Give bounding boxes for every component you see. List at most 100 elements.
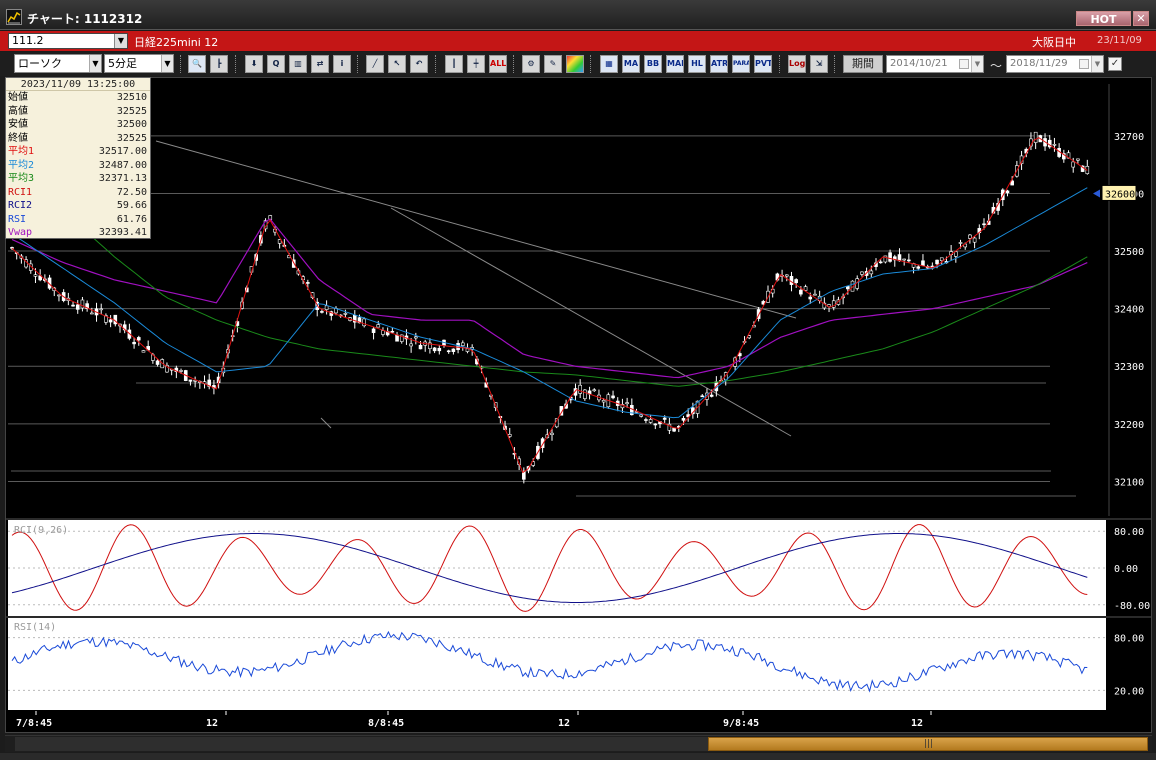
chevron-down-icon[interactable]: ▼ bbox=[971, 56, 983, 72]
candle-body bbox=[90, 312, 94, 315]
axes: 3270032600325003240032300322003210032600… bbox=[14, 132, 1150, 729]
interval-select[interactable]: 5分足 ▼ bbox=[104, 54, 174, 73]
scroll-thumb[interactable]: ||| bbox=[708, 737, 1148, 751]
indicator-button-mae[interactable]: MAE bbox=[666, 55, 684, 73]
candle-body bbox=[667, 423, 672, 431]
info-icon[interactable]: i bbox=[333, 55, 351, 73]
indicator-button-pvt[interactable]: PVT bbox=[754, 55, 772, 73]
candle-body bbox=[99, 308, 104, 311]
toolbar: ローソク ▼ 5分足 ▼ 🔍 ┣ ⬇ Q ▥ ⇄ i ╱ ↖ ↶ ┃ ┿ ALL… bbox=[0, 52, 1156, 76]
candle-body bbox=[972, 237, 977, 243]
date-from-input[interactable]: 2014/10/21 ▼ bbox=[886, 55, 984, 73]
period-button[interactable]: 期間 bbox=[843, 55, 883, 73]
color-palette-icon[interactable] bbox=[566, 55, 584, 73]
all-button[interactable]: ALL bbox=[489, 55, 507, 73]
candle-body bbox=[578, 384, 582, 394]
candle-body bbox=[939, 257, 944, 262]
data-window-row: RSI 61.76 bbox=[6, 213, 150, 227]
search-chart-icon[interactable]: Q bbox=[267, 55, 285, 73]
split-view-icon[interactable]: ┣ bbox=[210, 55, 228, 73]
hot-button[interactable]: HOT bbox=[1076, 11, 1131, 26]
data-window-label: RCI1 bbox=[8, 186, 33, 198]
candle-body bbox=[1076, 158, 1080, 161]
volume-icon[interactable]: ▦ bbox=[600, 55, 618, 73]
candle-body bbox=[644, 419, 648, 421]
panel-backgrounds bbox=[6, 78, 1151, 732]
candle-body bbox=[409, 343, 413, 347]
chart-canvas[interactable]: 3270032600325003240032300322003210032600… bbox=[6, 78, 1151, 732]
trendline bbox=[390, 207, 792, 437]
rci-tick-label: -80.00 bbox=[1114, 601, 1150, 612]
compare-icon[interactable]: ⇄ bbox=[311, 55, 329, 73]
indicator-button-atr[interactable]: ATR bbox=[710, 55, 728, 73]
rsi-panel-title: RSI(14) bbox=[14, 622, 56, 633]
data-window-row: 安値 32500 bbox=[6, 118, 150, 132]
symbol-name: 日経225mini 12 bbox=[134, 36, 219, 49]
apply-range-checkbox[interactable]: ✓ bbox=[1108, 57, 1122, 71]
candle-body bbox=[179, 370, 183, 372]
time-tick-label: 12 bbox=[558, 718, 570, 729]
time-tick-label: 8/8:45 bbox=[368, 718, 404, 729]
candle-hl-icon[interactable]: ┿ bbox=[467, 55, 485, 73]
candle-body bbox=[907, 259, 911, 262]
chart-type-select[interactable]: ローソク ▼ bbox=[14, 54, 102, 73]
candle-body bbox=[136, 337, 141, 341]
cursor-icon[interactable]: ↖ bbox=[388, 55, 406, 73]
current-price-arrow-icon bbox=[1093, 189, 1100, 198]
draw-line-icon[interactable]: ╱ bbox=[366, 55, 384, 73]
candle-body bbox=[432, 347, 437, 352]
date-to-input[interactable]: 2018/11/29 ▼ bbox=[1006, 55, 1104, 73]
chevron-down-icon[interactable]: ▼ bbox=[114, 34, 127, 48]
candle-icon[interactable]: ┃ bbox=[445, 55, 463, 73]
indicator-button-hl[interactable]: HL bbox=[688, 55, 706, 73]
candle-body bbox=[324, 305, 329, 310]
data-window-row: 平均3 32371.13 bbox=[6, 172, 150, 186]
chart-app-icon bbox=[6, 9, 22, 25]
candle-body bbox=[1052, 143, 1057, 146]
ma2-line bbox=[11, 187, 1088, 419]
price-tick-label: 32200 bbox=[1114, 420, 1144, 431]
candle-body bbox=[381, 330, 385, 335]
zoom-icon[interactable]: 🔍 bbox=[188, 55, 206, 73]
price-tick-label: 32500 bbox=[1114, 247, 1144, 258]
time-tick-label: 9/8:45 bbox=[723, 718, 759, 729]
bar-chart-icon[interactable]: ▥ bbox=[289, 55, 307, 73]
data-window-label: 始値 bbox=[8, 92, 28, 103]
candle-body bbox=[141, 350, 146, 353]
indicator-button-bb[interactable]: BB bbox=[644, 55, 662, 73]
candle-body bbox=[813, 293, 817, 296]
candle-body bbox=[869, 270, 874, 275]
candle-body bbox=[418, 344, 423, 350]
close-icon[interactable]: ✕ bbox=[1133, 11, 1149, 26]
price-tick-label: 32700 bbox=[1114, 132, 1144, 143]
ma-icon[interactable]: MA bbox=[622, 55, 640, 73]
log-scale-button[interactable]: Log bbox=[788, 55, 806, 73]
rci-tick-label: 0.00 bbox=[1114, 564, 1138, 575]
time-axis-background bbox=[6, 711, 1151, 732]
horizontal-scrollbar[interactable]: ||| bbox=[5, 735, 1152, 752]
data-window-label: Vwap bbox=[8, 227, 33, 238]
chevron-down-icon: ▼ bbox=[161, 55, 173, 72]
symbol-code-input[interactable]: 111.2 ▼ bbox=[8, 33, 128, 49]
chart-area[interactable]: 3270032600325003240032300322003210032600… bbox=[5, 77, 1152, 733]
candle-body bbox=[935, 259, 939, 265]
settings-icon[interactable]: ⚙ bbox=[522, 55, 540, 73]
current-price-marker bbox=[1101, 184, 1137, 201]
candle-body bbox=[1033, 131, 1038, 143]
chevron-down-icon[interactable]: ▼ bbox=[1091, 56, 1103, 72]
calendar-icon[interactable] bbox=[959, 59, 969, 69]
candle-body bbox=[888, 252, 892, 262]
indicator-button-para[interactable]: PARA bbox=[732, 55, 750, 73]
tools-icon[interactable]: ✎ bbox=[544, 55, 562, 73]
candle-body bbox=[155, 360, 160, 365]
candle-body bbox=[592, 389, 597, 392]
download-icon[interactable]: ⬇ bbox=[245, 55, 263, 73]
candle-body bbox=[33, 274, 38, 277]
calendar-icon[interactable] bbox=[1079, 59, 1089, 69]
export-icon[interactable]: ⇲ bbox=[810, 55, 828, 73]
price-tick-label: 32400 bbox=[1114, 305, 1144, 316]
candle-body bbox=[648, 419, 653, 423]
candle-body bbox=[625, 402, 629, 405]
undo-icon[interactable]: ↶ bbox=[410, 55, 428, 73]
